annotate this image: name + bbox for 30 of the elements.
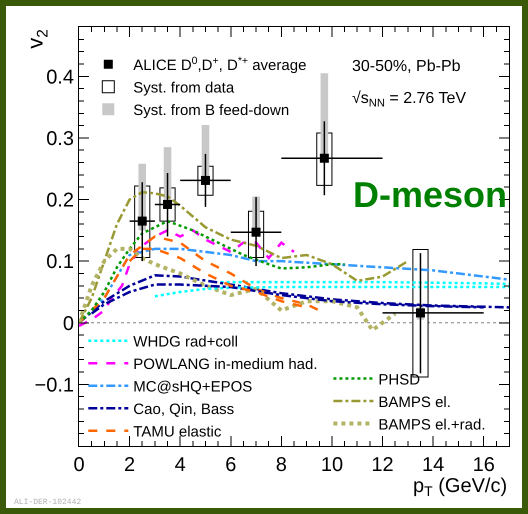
y-tick-label: 0.1	[46, 251, 74, 274]
x-tick-label: 16	[472, 454, 495, 476]
y-tick-label: 0.4	[46, 66, 74, 88]
annotation: D-meson	[353, 174, 508, 215]
x-tick-label: 12	[371, 454, 394, 476]
x-tick-label: 2	[124, 454, 136, 476]
x-axis-title: p$_{T}$ (GeV/c)	[413, 475, 508, 500]
annotation: √s$_{NN}$ = 2.76 TeV	[352, 90, 466, 110]
legend-label: ALICE D$^{0}$,D$^{+}$, D$^{*+}$ average	[133, 54, 306, 74]
legend-label: WHDG rad+coll	[133, 334, 238, 351]
legend-label: BAMPS el.	[378, 394, 451, 411]
legend-label: POWLANG in-medium had.	[133, 356, 318, 374]
y-tick-label: 0.3	[46, 128, 74, 150]
x-tick-label: 4	[174, 454, 186, 476]
legend-label: Syst. from data	[133, 80, 235, 97]
y-tick-label: −0.1	[34, 374, 74, 396]
legend-label: PHSD	[378, 371, 420, 388]
y-tick-label: 0.2	[46, 190, 74, 212]
x-tick-label: 10	[320, 454, 344, 476]
annotation: 30-50%, Pb-Pb	[352, 58, 461, 75]
legend-label: MC@sHQ+EPOS	[133, 378, 252, 396]
legend-label: Cao, Qin, Bass	[133, 401, 234, 418]
legend-label: Syst. from B feed-down	[133, 102, 290, 120]
x-tick-label: 14	[422, 454, 444, 476]
x-tick-label: 6	[225, 454, 236, 476]
legend-label: TAMU elastic	[133, 424, 222, 441]
y-tick-label: 0	[62, 312, 74, 335]
x-tick-label: 8	[276, 454, 287, 476]
legend-label: BAMPS el.+rad.	[378, 416, 486, 434]
text: ALI-DER-102442	[14, 498, 82, 507]
